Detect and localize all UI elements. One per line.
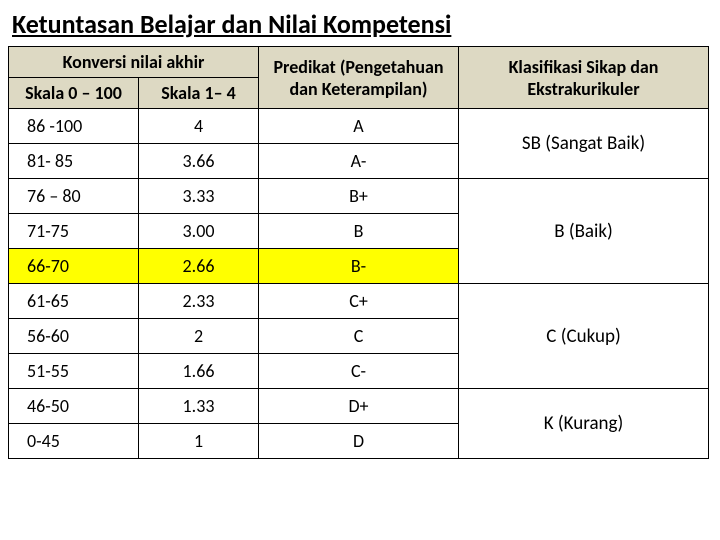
cell-s100: 66-70 <box>9 249 139 284</box>
cell-s100: 81- 85 <box>9 144 139 179</box>
header-skala100: Skala 0 – 100 <box>9 78 139 109</box>
cell-klas-b: B (Baik) <box>459 179 709 284</box>
cell-s100: 56-60 <box>9 319 139 354</box>
cell-pred: A <box>259 109 459 144</box>
cell-s100: 0-45 <box>9 424 139 459</box>
cell-pred: B+ <box>259 179 459 214</box>
cell-s100: 46-50 <box>9 389 139 424</box>
cell-s4: 1 <box>139 424 259 459</box>
cell-pred: B <box>259 214 459 249</box>
cell-s4: 1.66 <box>139 354 259 389</box>
cell-s100: 51-55 <box>9 354 139 389</box>
table-row: 46-50 1.33 D+ K (Kurang) <box>9 389 709 424</box>
header-skala4: Skala 1– 4 <box>139 78 259 109</box>
cell-klas-c: C (Cukup) <box>459 284 709 389</box>
cell-pred: D <box>259 424 459 459</box>
cell-s4: 2.33 <box>139 284 259 319</box>
cell-pred: C <box>259 319 459 354</box>
table-row: 61-65 2.33 C+ C (Cukup) <box>9 284 709 319</box>
cell-s4: 3.66 <box>139 144 259 179</box>
page-title: Ketuntasan Belajar dan Nilai Kompetensi <box>12 8 712 40</box>
cell-s4: 3.00 <box>139 214 259 249</box>
cell-pred: D+ <box>259 389 459 424</box>
cell-s4: 4 <box>139 109 259 144</box>
cell-s100: 71-75 <box>9 214 139 249</box>
cell-s4: 2 <box>139 319 259 354</box>
cell-s4: 1.33 <box>139 389 259 424</box>
cell-klas-k: K (Kurang) <box>459 389 709 459</box>
table-row: 76 – 80 3.33 B+ B (Baik) <box>9 179 709 214</box>
table-row: 86 -100 4 A SB (Sangat Baik) <box>9 109 709 144</box>
header-row-1: Konversi nilai akhir Predikat (Pengetahu… <box>9 47 709 78</box>
header-konversi: Konversi nilai akhir <box>9 47 259 78</box>
cell-pred: C- <box>259 354 459 389</box>
cell-klas-sb: SB (Sangat Baik) <box>459 109 709 179</box>
cell-s4: 3.33 <box>139 179 259 214</box>
cell-s100: 76 – 80 <box>9 179 139 214</box>
cell-pred: B- <box>259 249 459 284</box>
cell-pred: C+ <box>259 284 459 319</box>
cell-s100: 61-65 <box>9 284 139 319</box>
header-predikat: Predikat (Pengetahuan dan Keterampilan) <box>259 47 459 109</box>
kompetensi-table: Konversi nilai akhir Predikat (Pengetahu… <box>8 46 709 459</box>
cell-pred: A- <box>259 144 459 179</box>
cell-s4: 2.66 <box>139 249 259 284</box>
header-klasifikasi: Klasifikasi Sikap dan Ekstrakurikuler <box>459 47 709 109</box>
cell-s100: 86 -100 <box>9 109 139 144</box>
